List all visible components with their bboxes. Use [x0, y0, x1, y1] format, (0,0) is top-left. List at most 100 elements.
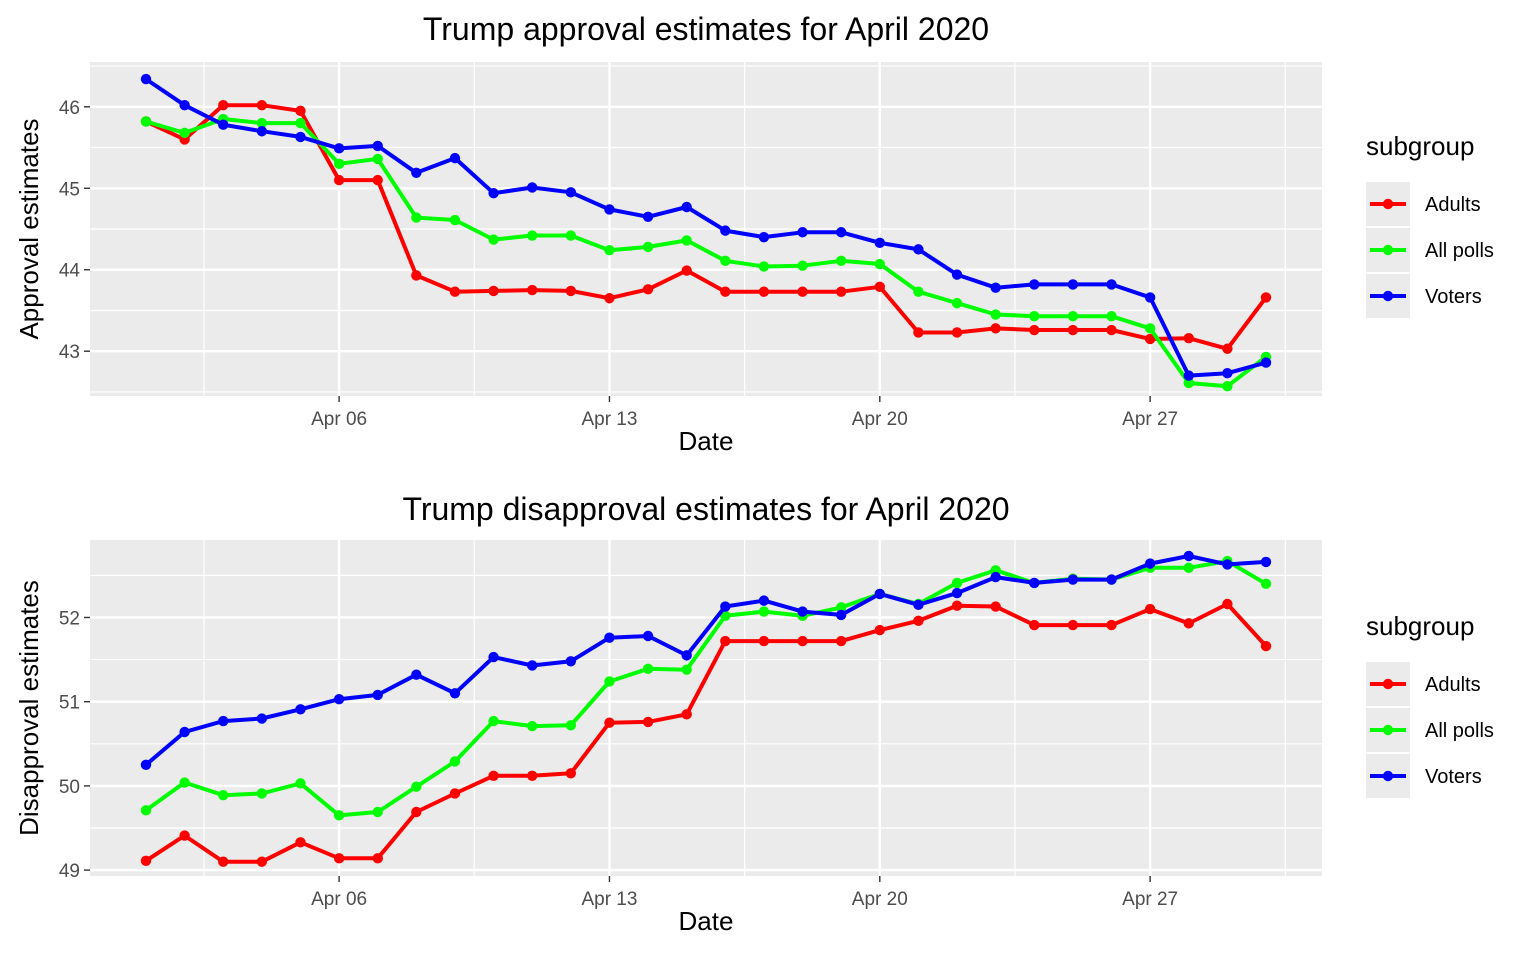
data-point — [411, 212, 422, 223]
x-tick-label: Apr 20 — [852, 409, 908, 430]
data-point — [797, 227, 808, 238]
data-point — [1144, 323, 1156, 334]
data-point — [797, 286, 808, 297]
data-point — [140, 116, 152, 127]
data-point — [372, 174, 383, 186]
data-point — [449, 756, 461, 767]
data-point — [256, 99, 268, 111]
data-point — [488, 234, 499, 245]
data-point — [951, 297, 963, 309]
data-point — [565, 656, 577, 667]
y-tick-label: 51 — [59, 693, 80, 714]
data-point — [372, 806, 383, 818]
data-point — [449, 214, 461, 226]
data-point — [604, 204, 615, 215]
y-tick-label: 43 — [59, 342, 80, 363]
data-point — [1067, 619, 1079, 631]
data-point — [295, 837, 306, 848]
data-point — [835, 286, 847, 297]
data-point — [642, 284, 654, 295]
data-point — [179, 99, 190, 111]
data-point — [990, 323, 1001, 334]
legend: subgroup Adults All polls Voters — [1366, 611, 1494, 798]
data-point — [1183, 550, 1194, 562]
y-tick-label: 44 — [59, 261, 81, 282]
data-point — [1260, 357, 1272, 368]
y-tick-label: 46 — [59, 98, 80, 119]
x-tick-label: Apr 13 — [581, 889, 637, 910]
data-point — [1067, 574, 1079, 585]
data-point — [990, 571, 1001, 583]
x-axis-title: Date — [679, 426, 734, 456]
data-point — [758, 286, 770, 297]
chart-title: Trump disapproval estimates for April 20… — [402, 491, 1009, 527]
data-point — [797, 606, 808, 617]
data-point — [1067, 279, 1079, 290]
data-point — [990, 309, 1001, 320]
series-line — [144, 117, 1268, 389]
data-point — [951, 269, 963, 280]
data-point — [604, 244, 615, 256]
data-point — [295, 704, 306, 715]
data-point — [874, 258, 885, 270]
legend-label: Voters — [1425, 766, 1482, 788]
data-point — [527, 284, 538, 296]
data-point — [990, 282, 1001, 293]
data-point — [1222, 559, 1233, 570]
data-point — [758, 635, 770, 647]
data-point — [835, 635, 847, 647]
data-point — [720, 255, 731, 266]
x-tick-label: Apr 06 — [311, 409, 367, 430]
data-point — [1222, 381, 1233, 392]
data-point — [604, 632, 615, 643]
data-point — [1144, 558, 1156, 569]
series-line — [144, 103, 1268, 351]
data-point — [449, 152, 461, 164]
data-point — [1106, 619, 1117, 631]
data-point — [1222, 367, 1233, 379]
data-point — [1029, 279, 1040, 290]
data-point — [372, 853, 383, 864]
data-point — [449, 788, 461, 799]
data-point — [295, 778, 306, 789]
data-point — [951, 577, 963, 589]
data-point — [951, 600, 963, 611]
data-point — [333, 693, 345, 705]
data-point — [1183, 562, 1194, 573]
data-point — [1183, 370, 1194, 381]
data-point — [218, 789, 229, 801]
legend-title: subgroup — [1366, 131, 1474, 161]
series-line — [144, 554, 1268, 767]
legend-title: subgroup — [1366, 611, 1474, 641]
data-point — [140, 73, 152, 85]
data-point — [218, 99, 229, 111]
data-point — [604, 717, 615, 728]
y-tick-label: 50 — [59, 777, 80, 798]
data-point — [642, 241, 654, 253]
data-point — [874, 624, 885, 636]
data-point — [1144, 603, 1156, 615]
data-point — [874, 588, 885, 600]
data-point — [488, 651, 499, 663]
data-point — [565, 187, 577, 198]
data-point — [604, 676, 615, 687]
data-point — [565, 285, 577, 297]
data-point — [449, 286, 461, 297]
series-line — [144, 602, 1268, 864]
data-point — [1067, 324, 1079, 336]
data-point — [372, 153, 383, 165]
data-point — [333, 143, 345, 154]
legend-label: All polls — [1425, 240, 1494, 262]
data-point — [140, 759, 152, 771]
data-point — [874, 281, 885, 293]
series-voters — [140, 550, 1272, 771]
data-point — [758, 231, 770, 243]
data-point — [295, 131, 306, 143]
data-point — [1260, 292, 1272, 303]
data-point — [256, 713, 268, 724]
data-point — [527, 660, 538, 671]
data-point — [1222, 343, 1233, 354]
x-tick-label: Apr 13 — [581, 409, 637, 430]
data-point — [1183, 332, 1194, 344]
data-point — [372, 689, 383, 701]
